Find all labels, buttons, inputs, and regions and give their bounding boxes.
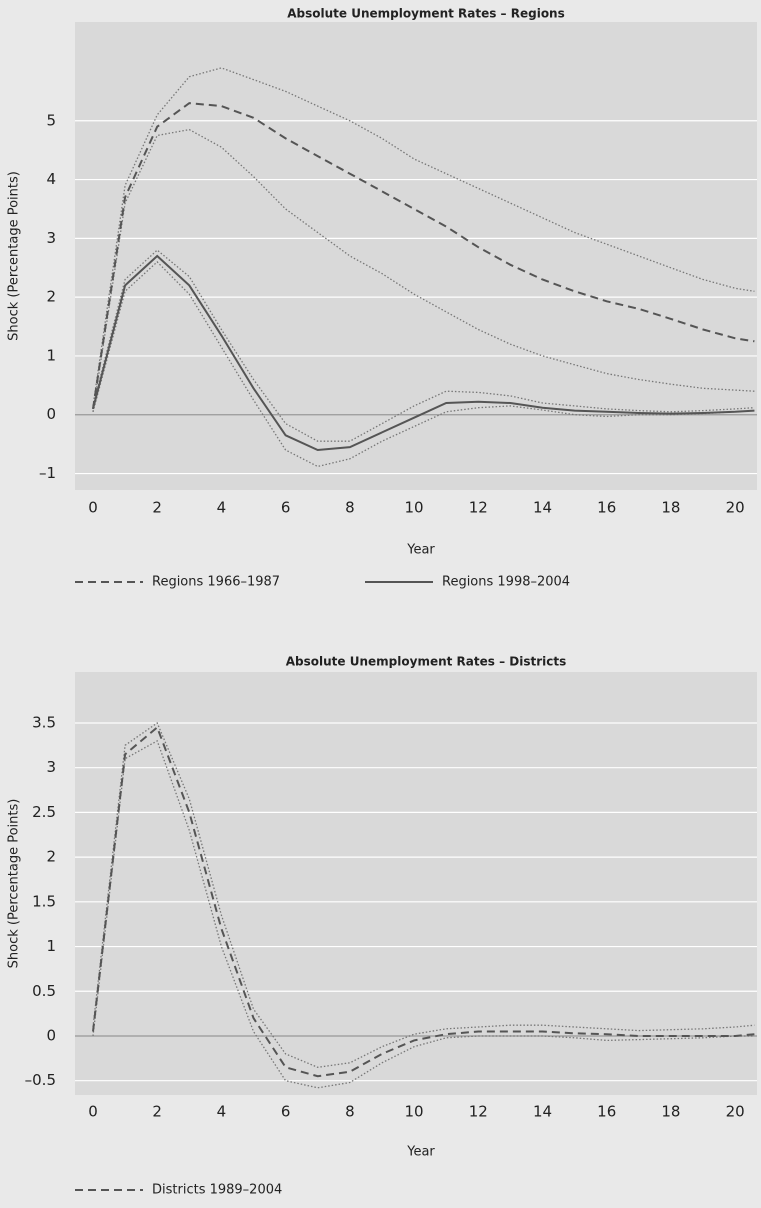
- y-tick-label: –1: [39, 464, 56, 482]
- y-tick-label: 1: [46, 346, 56, 364]
- series-line: [92, 722, 755, 1068]
- x-tick-label: 8: [345, 1103, 355, 1121]
- x-tick-label: 20: [726, 1103, 745, 1121]
- y-tick-label: 4: [46, 170, 56, 188]
- x-tick-label: 16: [597, 1103, 616, 1121]
- x-tick-label: 4: [217, 1103, 227, 1121]
- x-tick-label: 4: [217, 499, 227, 517]
- y-tick-label: 5: [46, 111, 56, 129]
- legend-label: Regions 1966–1987: [152, 575, 280, 590]
- x-tick-label: 20: [726, 499, 745, 517]
- legend-label: Districts 1989–2004: [152, 1183, 282, 1198]
- y-tick-label: 1: [46, 937, 56, 955]
- y-tick-label: 3: [46, 229, 56, 247]
- y-tick-label: 1.5: [32, 892, 56, 910]
- legend-label: Regions 1998–2004: [442, 575, 570, 590]
- x-tick-label: 2: [152, 499, 162, 517]
- x-tick-label: 18: [661, 1103, 680, 1121]
- series-line: [92, 128, 755, 412]
- x-tick-label: 2: [152, 1103, 162, 1121]
- chart-title: Absolute Unemployment Rates – Districts: [286, 655, 566, 669]
- x-tick-label: 10: [405, 1103, 424, 1121]
- series-line: [92, 254, 755, 452]
- x-tick-label: 12: [469, 499, 488, 517]
- x-axis-label: Year: [406, 543, 435, 558]
- y-tick-label: 2.5: [32, 803, 56, 821]
- x-tick-label: 0: [88, 499, 98, 517]
- chart-title: Absolute Unemployment Rates – Regions: [287, 7, 565, 21]
- y-tick-label: 0.5: [32, 982, 56, 1000]
- plot-area: [75, 672, 757, 1095]
- plot-area: [75, 22, 757, 490]
- x-tick-label: 14: [533, 499, 552, 517]
- y-axis-label: Shock (Percentage Points): [7, 171, 22, 341]
- y-tick-label: 0: [46, 405, 56, 423]
- x-tick-label: 14: [533, 1103, 552, 1121]
- x-tick-label: 18: [661, 499, 680, 517]
- y-tick-label: –0.5: [25, 1071, 56, 1089]
- y-axis-label: Shock (Percentage Points): [7, 799, 22, 969]
- y-tick-label: 3.5: [32, 713, 56, 731]
- x-tick-label: 16: [597, 499, 616, 517]
- series-line: [92, 739, 755, 1089]
- x-tick-label: 8: [345, 499, 355, 517]
- y-tick-label: 2: [46, 288, 56, 306]
- y-tick-label: 0: [46, 1026, 56, 1044]
- series-line: [92, 725, 755, 1078]
- series-line: [92, 102, 755, 410]
- x-tick-label: 10: [405, 499, 424, 517]
- y-tick-label: 2: [46, 848, 56, 866]
- x-tick-label: 0: [88, 1103, 98, 1121]
- x-tick-label: 12: [469, 1103, 488, 1121]
- x-axis-label: Year: [406, 1145, 435, 1160]
- x-tick-label: 6: [281, 1103, 291, 1121]
- x-tick-label: 6: [281, 499, 291, 517]
- y-tick-label: 3: [46, 758, 56, 776]
